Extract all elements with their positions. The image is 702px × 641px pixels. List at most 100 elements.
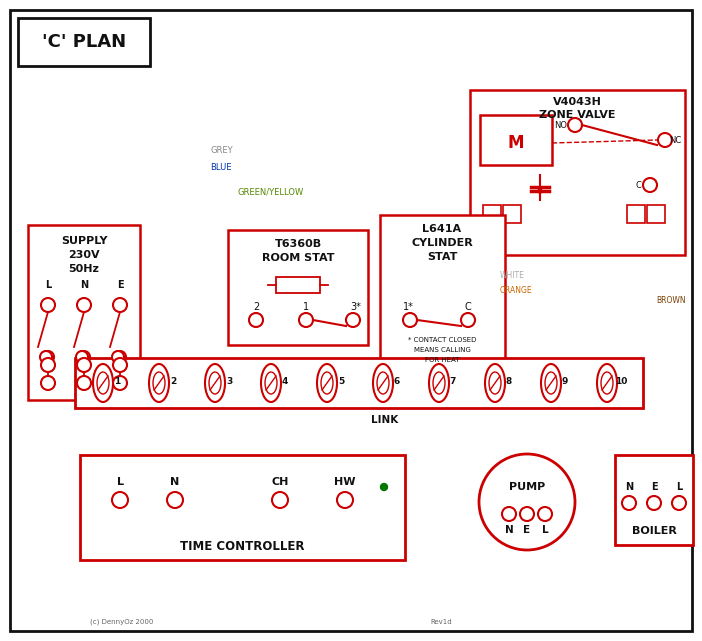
Text: BLUE: BLUE	[210, 163, 232, 172]
Text: PUMP: PUMP	[509, 482, 545, 492]
Circle shape	[40, 351, 52, 363]
Text: LINK: LINK	[371, 415, 399, 425]
FancyBboxPatch shape	[647, 205, 665, 223]
FancyBboxPatch shape	[75, 358, 643, 408]
Circle shape	[479, 454, 575, 550]
Ellipse shape	[484, 485, 503, 519]
Text: SUPPLY: SUPPLY	[61, 236, 107, 246]
Ellipse shape	[485, 364, 505, 402]
Circle shape	[112, 351, 124, 363]
Circle shape	[78, 351, 90, 363]
Ellipse shape	[317, 364, 337, 402]
Text: 10: 10	[615, 376, 627, 385]
Text: E: E	[117, 280, 124, 290]
Text: L641A: L641A	[423, 224, 461, 234]
Text: 1: 1	[114, 376, 120, 385]
Text: C: C	[465, 302, 471, 312]
Text: 2: 2	[253, 302, 259, 312]
Circle shape	[77, 358, 91, 372]
Text: 8: 8	[506, 376, 512, 385]
Text: GREEN/YELLOW: GREEN/YELLOW	[237, 188, 303, 197]
Ellipse shape	[541, 364, 561, 402]
Circle shape	[112, 492, 128, 508]
Circle shape	[568, 118, 582, 132]
Text: WHITE: WHITE	[500, 271, 525, 279]
Text: L: L	[45, 280, 51, 290]
Text: ZONE VALVE: ZONE VALVE	[538, 110, 615, 120]
Text: CH: CH	[271, 477, 289, 487]
Ellipse shape	[205, 364, 225, 402]
FancyBboxPatch shape	[503, 205, 521, 223]
Ellipse shape	[149, 364, 169, 402]
Text: N: N	[171, 477, 180, 487]
Ellipse shape	[429, 364, 449, 402]
Text: C: C	[635, 181, 641, 190]
Circle shape	[538, 507, 552, 521]
Text: STAT: STAT	[427, 252, 457, 262]
FancyBboxPatch shape	[627, 205, 645, 223]
Text: L: L	[542, 525, 548, 535]
Ellipse shape	[321, 372, 333, 394]
Text: BROWN: BROWN	[656, 296, 686, 304]
Ellipse shape	[93, 364, 113, 402]
FancyBboxPatch shape	[10, 10, 692, 631]
Ellipse shape	[550, 485, 571, 519]
Text: 3: 3	[226, 376, 232, 385]
Ellipse shape	[489, 372, 501, 394]
Circle shape	[114, 351, 126, 363]
Text: GREY: GREY	[210, 146, 232, 154]
Circle shape	[41, 376, 55, 390]
Circle shape	[272, 492, 288, 508]
Text: 1: 1	[303, 302, 309, 312]
Ellipse shape	[373, 364, 393, 402]
Circle shape	[403, 313, 417, 327]
FancyBboxPatch shape	[470, 90, 685, 255]
Text: 6: 6	[394, 376, 400, 385]
Circle shape	[647, 496, 661, 510]
Circle shape	[249, 313, 263, 327]
Text: MEANS CALLING: MEANS CALLING	[413, 347, 470, 353]
Text: N: N	[505, 525, 513, 535]
Circle shape	[42, 351, 54, 363]
Circle shape	[76, 351, 88, 363]
Circle shape	[502, 507, 516, 521]
FancyBboxPatch shape	[380, 215, 505, 370]
Circle shape	[41, 298, 55, 312]
Circle shape	[461, 313, 475, 327]
Text: ORANGE: ORANGE	[500, 285, 533, 294]
FancyBboxPatch shape	[80, 455, 405, 560]
Ellipse shape	[377, 372, 389, 394]
Ellipse shape	[153, 372, 165, 394]
Text: 'C' PLAN: 'C' PLAN	[42, 33, 126, 51]
Text: E: E	[651, 482, 657, 492]
FancyBboxPatch shape	[615, 455, 693, 545]
Text: N: N	[625, 482, 633, 492]
FancyBboxPatch shape	[480, 115, 552, 165]
Ellipse shape	[601, 372, 613, 394]
FancyBboxPatch shape	[28, 225, 140, 400]
Circle shape	[538, 189, 542, 193]
Text: ROOM STAT: ROOM STAT	[262, 253, 334, 263]
Text: 4: 4	[282, 376, 289, 385]
Text: TIME CONTROLLER: TIME CONTROLLER	[180, 540, 304, 553]
Circle shape	[643, 178, 657, 192]
Text: 5: 5	[338, 376, 344, 385]
Text: 230V: 230V	[68, 250, 100, 260]
Text: L: L	[676, 482, 682, 492]
Text: 1*: 1*	[402, 302, 413, 312]
Ellipse shape	[545, 372, 557, 394]
Text: (c) DennyOz 2000: (c) DennyOz 2000	[90, 619, 153, 625]
FancyBboxPatch shape	[18, 18, 150, 66]
Text: FOR HEAT: FOR HEAT	[425, 357, 459, 363]
Ellipse shape	[261, 364, 281, 402]
Text: N: N	[80, 280, 88, 290]
Circle shape	[672, 496, 686, 510]
Text: 2: 2	[170, 376, 176, 385]
Text: M: M	[508, 134, 524, 152]
Text: Rev1d: Rev1d	[430, 619, 451, 625]
Ellipse shape	[265, 372, 277, 394]
Text: 50Hz: 50Hz	[69, 264, 100, 274]
Text: 7: 7	[450, 376, 456, 385]
Circle shape	[113, 358, 127, 372]
Text: 3*: 3*	[350, 302, 362, 312]
